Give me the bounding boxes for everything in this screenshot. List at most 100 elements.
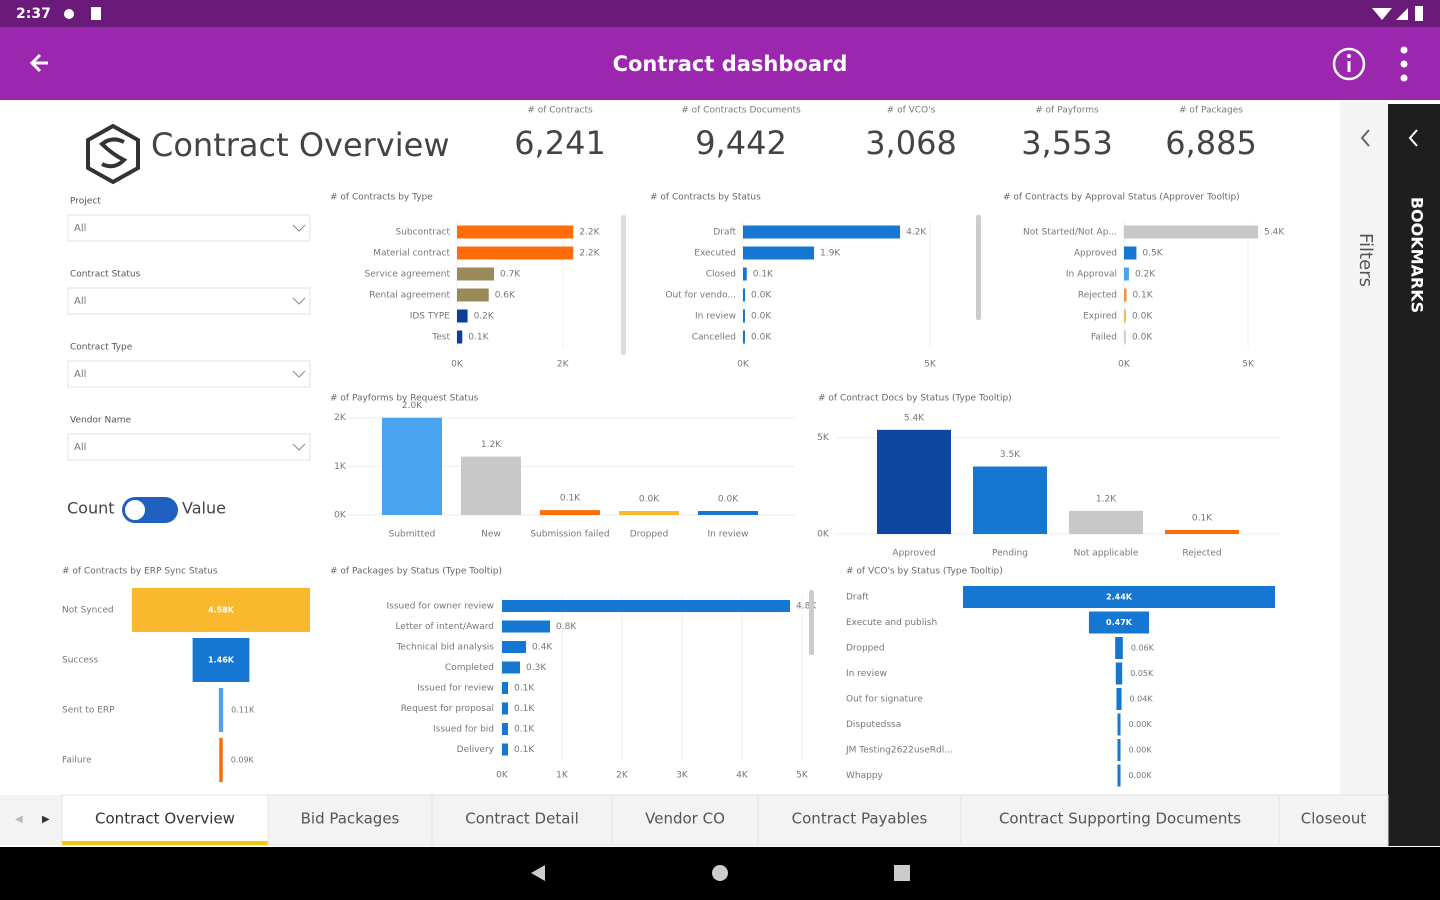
funnel-bar (1117, 713, 1121, 736)
toggle-knob[interactable] (123, 498, 147, 522)
bookmarks-expand[interactable] (1408, 129, 1418, 147)
tab-label[interactable]: Vendor CO (645, 810, 725, 828)
category-label: In review (708, 530, 749, 540)
tab-scroll-left[interactable]: ◀ (15, 814, 23, 825)
scrollbar (621, 215, 626, 355)
bar (457, 225, 574, 239)
filter-dropdown[interactable] (67, 433, 311, 461)
value-label: 3.5K (1000, 450, 1021, 460)
value-label: 0.06K (1131, 644, 1155, 653)
funnel-bar (1115, 637, 1123, 659)
category-label: Submission failed (530, 530, 609, 540)
filter-value[interactable]: All (74, 223, 86, 234)
chart-title: # of Packages by Status (Type Tooltip) (330, 567, 502, 577)
tab-label[interactable]: Bid Packages (301, 810, 400, 828)
category-label: JM Testing2622useRdl... (845, 746, 953, 756)
bar (502, 661, 520, 674)
value-label: 4.2K (906, 228, 927, 238)
tab[interactable] (1278, 794, 1389, 846)
nav-back[interactable] (531, 865, 545, 881)
tab[interactable] (757, 794, 962, 846)
dropdown-chevron[interactable] (292, 443, 306, 451)
bar (502, 600, 790, 612)
category-label: Service agreement (365, 270, 451, 280)
bar (743, 330, 745, 344)
tab-label[interactable]: Contract Supporting Documents (999, 810, 1241, 828)
filters-pane[interactable] (1340, 102, 1388, 795)
category-label: Letter of intent/Award (395, 622, 494, 632)
filter-value[interactable]: All (74, 296, 86, 307)
tab-label[interactable]: Contract Overview (95, 810, 235, 828)
bar (1124, 309, 1126, 323)
bar (743, 309, 745, 323)
category-label: Out for vendo... (665, 291, 736, 301)
bookmarks-pane[interactable] (1388, 104, 1440, 846)
bar (502, 723, 508, 735)
filters-label[interactable]: Filters (1355, 233, 1376, 287)
filter-value[interactable]: All (74, 442, 86, 453)
status-bar (0, 0, 1440, 27)
value-label: 0.04K (1130, 695, 1154, 704)
category-label: IDS TYPE (410, 312, 451, 322)
category-label: Delivery (457, 745, 495, 755)
x-tick-label: 0K (1118, 360, 1131, 370)
value-label: 0.47K (1106, 618, 1133, 627)
bar (743, 288, 745, 302)
nav-recents[interactable] (894, 865, 910, 881)
category-label: Expired (1083, 312, 1117, 322)
tab-label[interactable]: Contract Payables (792, 810, 928, 828)
tab[interactable] (960, 794, 1280, 846)
category-label: Sent to ERP (62, 706, 115, 716)
filter-label: Contract Status (70, 270, 141, 280)
chart-title: # of Contracts by ERP Sync Status (62, 567, 218, 577)
category-label: Dropped (846, 644, 885, 654)
funnel-bar (1115, 662, 1123, 685)
value-label: 0.00K (1129, 746, 1153, 755)
y-tick-label: 2K (334, 413, 347, 423)
value-label: 0.0K (751, 291, 772, 301)
category-label: In Approval (1066, 270, 1117, 280)
value-label: 5.4K (1264, 228, 1285, 238)
x-tick-label: 0K (737, 360, 750, 370)
funnel-bar (218, 688, 224, 732)
dropdown-chevron[interactable] (292, 370, 306, 378)
bookmarks-label[interactable]: BOOKMARKS (1408, 197, 1427, 313)
category-label: Material contract (373, 249, 450, 259)
tab-scroll-right[interactable]: ▶ (42, 814, 50, 825)
category-label: Not Synced (62, 606, 114, 616)
bar (502, 743, 508, 756)
tab[interactable] (431, 794, 613, 846)
dropdown-chevron[interactable] (292, 224, 306, 232)
dropdown-chevron[interactable] (292, 297, 306, 305)
tab-label[interactable]: Contract Detail (465, 810, 578, 828)
tab[interactable] (267, 794, 433, 846)
filter-dropdown[interactable] (67, 287, 311, 315)
filter-dropdown[interactable] (67, 214, 311, 242)
menu-button[interactable] (1400, 46, 1408, 82)
tab[interactable] (611, 794, 759, 846)
category-label: Completed (445, 663, 494, 673)
filter-dropdown[interactable] (67, 360, 311, 388)
filter-value[interactable]: All (74, 369, 86, 380)
value-label: 0.05K (1130, 669, 1154, 678)
funnel-bar (1116, 688, 1122, 710)
chart-title: # of VCO's by Status (Type Tooltip) (846, 567, 1003, 577)
bar (461, 456, 521, 515)
category-label: Rental agreement (369, 291, 450, 301)
battery-icon (1415, 6, 1423, 21)
tab-active-indicator (62, 841, 268, 845)
info-button[interactable] (1332, 47, 1366, 81)
bar (1124, 246, 1137, 260)
chart-title: # of Contracts by Status (650, 193, 761, 203)
bar (457, 246, 574, 260)
filters-expand[interactable] (1360, 129, 1370, 147)
back-button[interactable] (29, 53, 48, 73)
bar (743, 225, 901, 239)
funnel-bar (1117, 764, 1121, 787)
nav-home[interactable] (712, 865, 728, 881)
category-label: Success (62, 656, 99, 666)
funnel-bar (192, 638, 250, 682)
category-label: In review (846, 669, 887, 679)
tab-label[interactable]: Closeout (1301, 810, 1367, 828)
bar (1124, 288, 1127, 302)
